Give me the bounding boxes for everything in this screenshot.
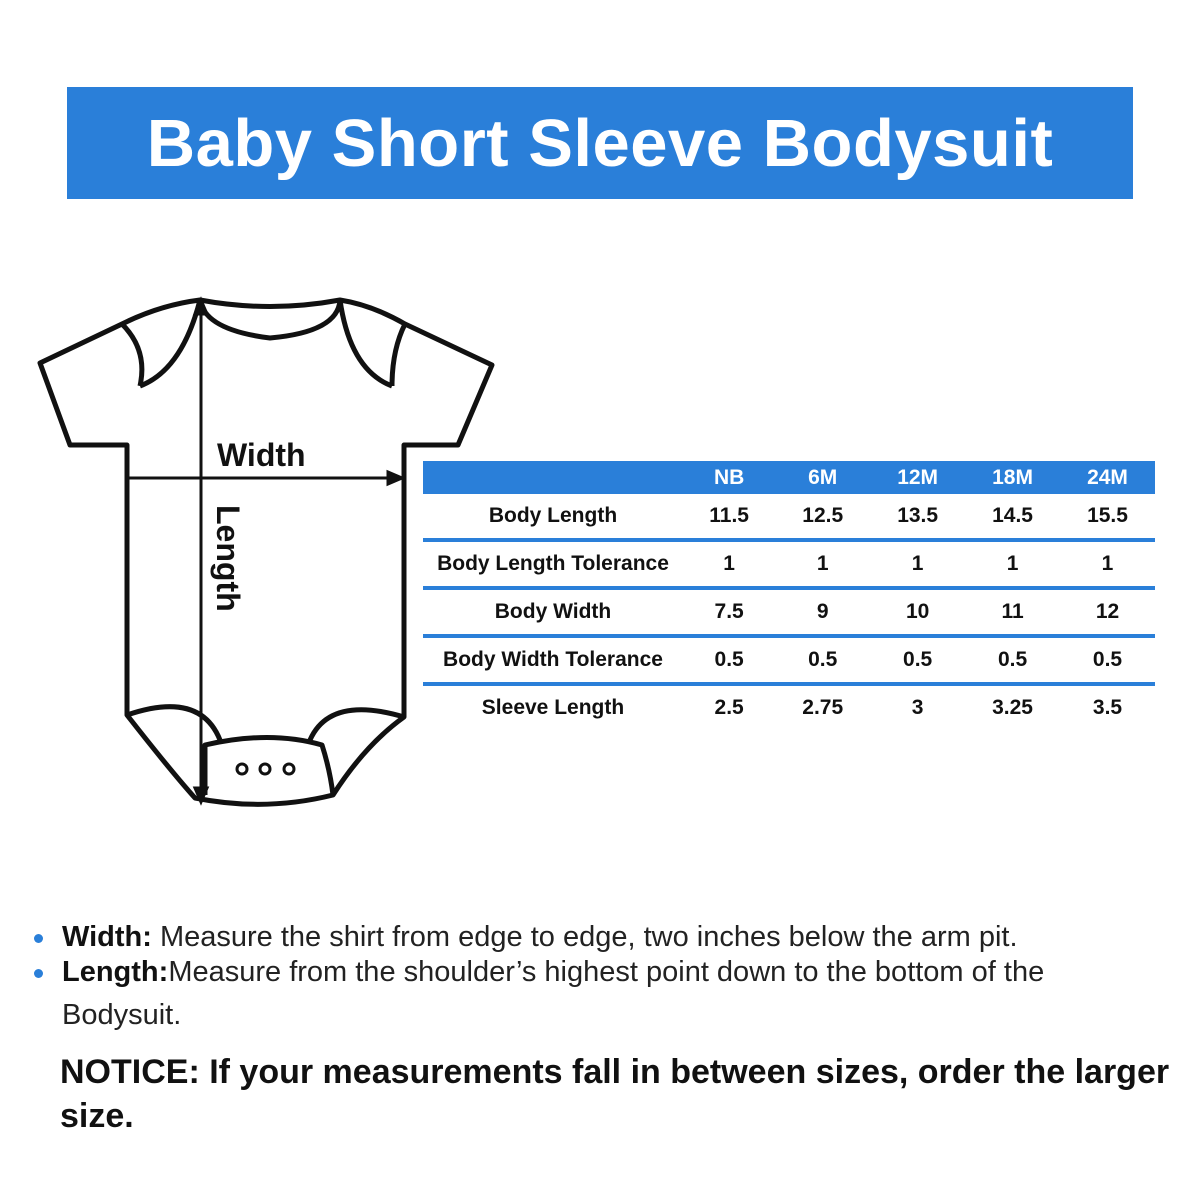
column-header: 6M [775,461,871,494]
column-header: 24M [1060,461,1155,494]
left-sleeve-seam [120,322,145,387]
right-armhole [337,299,393,389]
row-label: Body Length [423,494,683,542]
table-cell: 1 [775,540,871,590]
table-cell: 3.25 [992,696,1033,719]
snap-buttons [235,762,296,776]
table-cell: 11.5 [683,494,776,542]
column-header: 12M [870,461,966,494]
table-row: Sleeve Length 2.5 2.75 3 3.25 3.5 [423,684,1155,730]
row-label: Sleeve Length [481,696,625,719]
table-cell: 11 [965,588,1061,638]
table-cell: 10 [870,588,966,638]
table-row: Body Width Tolerance 0.5 0.5 0.5 0.5 0.5 [423,636,1155,686]
table-cell: 1 [1060,540,1155,590]
table-cell: 1 [965,540,1061,590]
table-cell: 12.5 [775,494,871,542]
column-header: NB [683,461,776,494]
table-header-row: NB 6M 12M 18M 24M [423,461,1155,494]
column-header [423,461,683,494]
page-title: Baby Short Sleeve Bodysuit [146,105,1054,181]
note-width: Width: Measure the shirt from edge to ed… [34,920,1164,955]
crotch-flap [202,735,336,796]
bullet-icon [34,969,43,978]
table-cell: 14.5 [965,494,1061,542]
table-cell: 2.5 [714,696,744,719]
table-cell: 13.5 [870,494,966,542]
row-label: Body Length Tolerance [423,540,683,590]
length-arrow [192,296,210,806]
width-arrow [127,469,406,487]
table-row: Body Width 7.5 9 10 11 12 [423,588,1155,638]
row-label: Body Width Tolerance [423,636,683,686]
table-cell: 3.5 [1092,696,1123,719]
bodysuit-diagram: Width Length [37,296,495,807]
table-cell: 15.5 [1060,494,1155,542]
table-cell: 9 [775,588,871,638]
right-sleeve-seam [389,322,408,387]
note-length: Length:Measure from the shoulder’s highe… [34,955,1164,990]
row-label: Body Width [423,588,683,638]
table-cell: 1 [870,540,966,590]
note-text: Measure from the shoulder’s highest poin… [168,956,1045,988]
table-cell: 0.5 [870,636,966,686]
table-row: Body Length 11.5 12.5 13.5 14.5 15.5 [423,494,1155,542]
table-cell: 3 [911,696,924,719]
table-cell: 0.5 [683,636,776,686]
neckline [197,299,343,341]
note-term: Width: [62,921,152,953]
length-label: Length [210,505,246,612]
table-cell: 7.5 [683,588,776,638]
bullet-icon [34,934,43,943]
title-banner: Baby Short Sleeve Bodysuit [67,87,1133,199]
notice-text: NOTICE: If your measurements fall in bet… [60,1053,1170,1135]
table-cell: 12 [1060,588,1155,638]
note-continuation: Bodysuit. [62,999,182,1031]
table-cell: 2.75 [802,696,844,719]
note-term: Length: [62,956,169,988]
size-table: NB 6M 12M 18M 24M Body Length 11.5 12.5 … [423,461,1155,730]
table-row: Body Length Tolerance 1 1 1 1 1 [423,540,1155,590]
column-header: 18M [965,461,1061,494]
table-cell: 0.5 [1060,636,1155,686]
right-leg-opening [307,707,405,742]
table-cell: 0.5 [775,636,871,686]
table-cell: 0.5 [965,636,1061,686]
note-text: Measure the shirt from edge to edge, two… [159,921,1018,953]
table-cell: 1 [683,540,776,590]
measurement-notes: Width: Measure the shirt from edge to ed… [34,920,1164,1033]
left-leg-opening [126,704,223,741]
width-label: Width [217,437,306,473]
